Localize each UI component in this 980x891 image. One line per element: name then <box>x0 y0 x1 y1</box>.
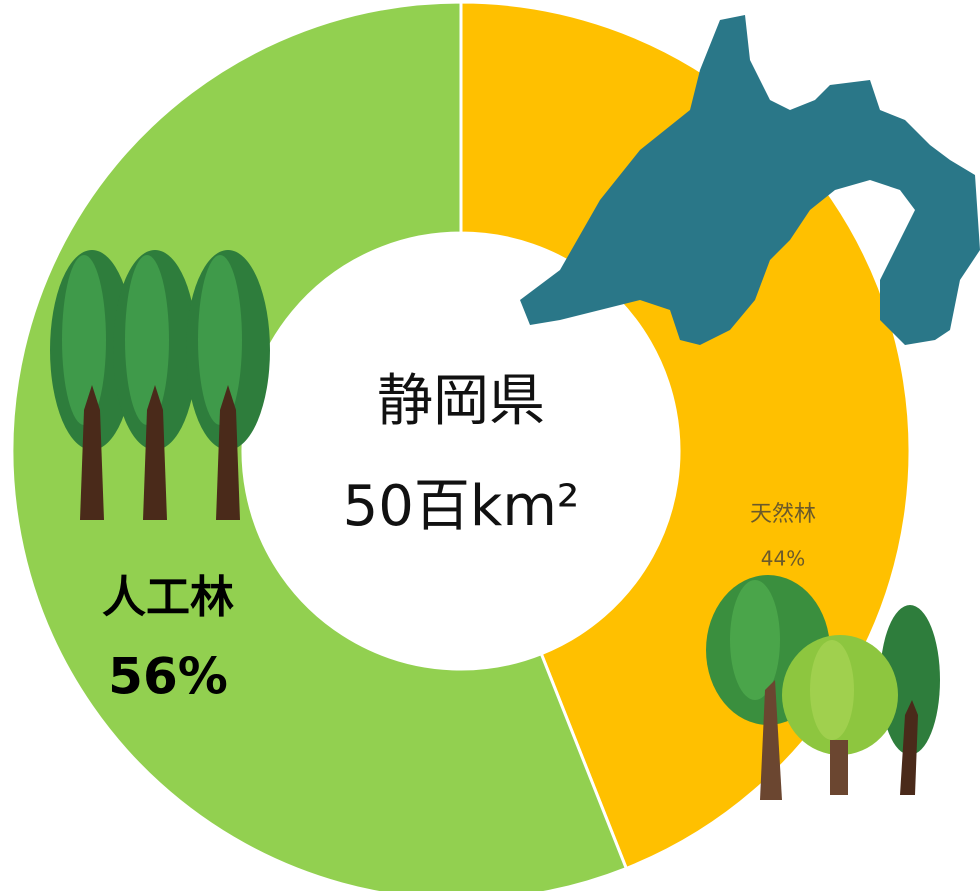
donut-hole <box>243 233 679 669</box>
labels: 天然林 44% 人工林 56% <box>102 502 816 706</box>
center-label: 静岡県 <box>377 369 545 434</box>
category-label: 人工林 <box>102 572 234 623</box>
center-label: 50百km² <box>343 474 580 539</box>
value-label: 44% <box>761 547 805 571</box>
value-label: 56% <box>108 648 228 706</box>
broadleaf-trees <box>706 575 940 800</box>
map-illustration <box>520 15 980 345</box>
category-label: 天然林 <box>750 502 816 527</box>
cedar-trees <box>50 250 270 520</box>
